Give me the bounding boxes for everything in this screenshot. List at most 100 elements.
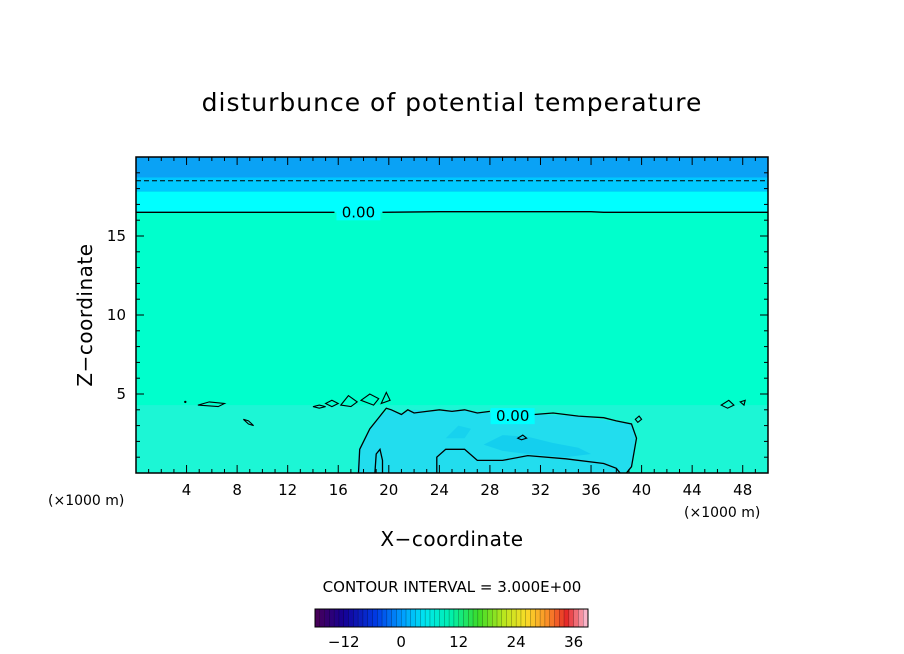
y-axis-label: Z−coordinate [73,243,97,386]
colorbar-cell [559,609,565,627]
colorbar-cell [535,609,541,627]
colorbar-frame [314,608,589,628]
y-tick-label: 15 [107,227,126,245]
x-unit-label-left: (×1000 m) [48,493,124,509]
x-tick-label: 32 [531,481,550,499]
colorbar-cell [343,609,349,627]
colorbar-cell [554,609,560,627]
colorbar-cell [377,609,383,627]
x-tick-label: 48 [733,481,752,499]
inner-contour [436,448,621,473]
colorbar-cell [338,609,345,627]
contour-lines: 0.00 0.00 [136,180,768,473]
colorbar-cell [434,609,440,627]
colorbar-cell [362,609,368,627]
contour-label-lower: 0.00 [496,407,529,425]
small-contour-3 [339,394,359,408]
y-tick-label: 5 [116,385,126,403]
colorbar-cell [473,609,479,627]
small-contour-1 [312,404,326,409]
small-contour-7 [243,418,254,427]
small-contour-9 [739,399,746,407]
y-tick-label: 10 [107,306,126,324]
colorbar-cell [319,609,325,627]
colorbar-tick-label: 0 [396,633,406,651]
colorbar-cell [315,609,321,627]
x-tick-label: 40 [632,481,651,499]
small-contour-dot [184,400,187,404]
colorbar-cell [391,609,397,627]
colorbar-cell [324,609,330,627]
x-tick-label: 28 [480,481,499,499]
colorbar-tick-label: 36 [564,633,583,651]
colorbar-cell [420,609,426,627]
contour-field [136,157,768,473]
colorbar-cell [463,609,469,627]
colorbar-cell [386,609,392,627]
colorbar-cell [353,609,359,627]
x-unit-label-right: (×1000 m) [684,505,760,521]
x-tick-label: 12 [278,481,297,499]
anomaly-core [483,435,591,458]
colorbar-cell [382,609,388,627]
small-contour-11 [634,415,643,424]
contour-interval-text: CONTOUR INTERVAL = 3.000E+00 [323,578,582,596]
zero-contour-upper-right [382,211,768,213]
chart-title: disturbunce of potential temperature [202,88,703,117]
colorbar-cell [415,609,421,627]
colorbar-cell [564,609,570,627]
colorbar-cell [439,609,445,627]
small-contour-4 [359,393,380,406]
contour-label-upper-bg [336,204,381,221]
x-axis-ticks: 4 8 12 16 20 24 28 32 36 40 44 48 [148,157,756,499]
colorbar-cell [501,609,507,627]
small-contour-5 [380,391,391,405]
colorbar-cell [477,609,483,627]
colorbar-cell [334,609,340,627]
colorbar-cell [578,609,584,627]
x-tick-label: 16 [329,481,348,499]
colorbar-cell [544,609,550,627]
colorbar [314,608,589,628]
colorbar-cell [425,609,431,627]
colorbar-cell [525,609,531,627]
colorbar-cell [492,609,498,627]
x-tick-label: 36 [581,481,600,499]
colorbar-cell [449,609,455,627]
colorbar-tick-label: 12 [449,633,468,651]
colorbar-cell [497,609,503,627]
colorbar-cell [358,609,364,627]
colorbar-cell [410,609,416,627]
colorbar-cell [487,609,493,627]
small-contour-10 [516,434,528,441]
x-tick-label: 44 [683,481,702,499]
band-mid [136,177,768,192]
colorbar-cell [468,609,474,627]
colorbar-cell [573,609,579,627]
colorbar-cell [444,609,450,627]
band-top [136,157,768,178]
colorbar-cell [372,609,378,627]
colorbar-cell [549,609,555,627]
contour-label-lower-bg [490,408,535,425]
colorbar-cell [401,609,407,627]
colorbar-cell [348,609,354,627]
colorbar-cell [511,609,517,627]
small-contour-column [374,447,384,473]
x-axis-label: X−coordinate [380,527,523,551]
colorbar-cell [568,609,574,627]
small-contour-8 [720,399,735,409]
colorbar-cell [583,609,589,627]
colorbar-cell [406,609,412,627]
x-tick-label: 20 [379,481,398,499]
colorbar-cell [458,609,464,627]
colorbar-cell [506,609,512,627]
colorbar-cell [453,609,459,627]
colorbar-cell [429,609,436,627]
colorbar-cell [482,609,488,627]
colorbar-cell [367,609,373,627]
zero-contour-lower-right [534,412,638,473]
band-cyan [136,191,768,213]
zero-contour-lower-left [357,407,490,473]
